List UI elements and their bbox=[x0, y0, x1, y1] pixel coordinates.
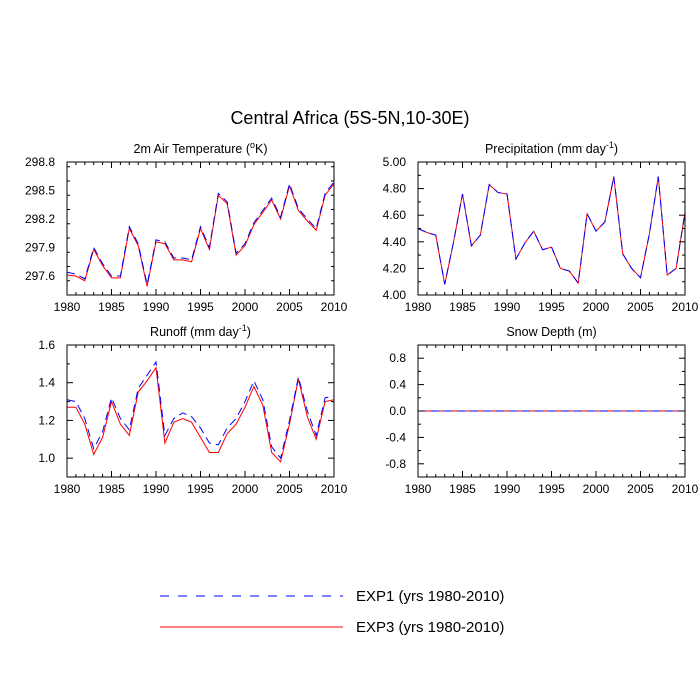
panel-title-suffix: K) bbox=[255, 142, 268, 156]
panel-title-suffix: ) bbox=[614, 142, 618, 156]
y-tick-label: 4.20 bbox=[383, 261, 407, 275]
y-tick-label: 297.9 bbox=[25, 241, 55, 255]
y-tick-label: 1.6 bbox=[38, 338, 55, 352]
x-tick-label: 1995 bbox=[538, 300, 565, 314]
y-tick-label: 1.0 bbox=[38, 451, 55, 465]
panel-runoff: Runoff (mm day-1) 1980 1985 1990 1995 2000 200… bbox=[38, 323, 347, 496]
x-tick-label: 1995 bbox=[538, 482, 565, 496]
series-line-exp3 bbox=[418, 176, 685, 285]
y-tick-label: 0.8 bbox=[389, 351, 406, 365]
legend-label-exp3: EXP3 (yrs 1980-2010) bbox=[356, 619, 504, 636]
legend: EXP1 (yrs 1980-2010) EXP3 (yrs 1980-2010… bbox=[160, 588, 504, 636]
x-tick-label: 1980 bbox=[54, 300, 81, 314]
x-tick-label: 2000 bbox=[232, 300, 259, 314]
x-tick-label: 1980 bbox=[405, 300, 432, 314]
x-tick-label: 2010 bbox=[321, 482, 348, 496]
y-tick-label: 4.60 bbox=[383, 208, 407, 222]
y-tick-label: 0.0 bbox=[389, 404, 406, 418]
x-tick-label: 2010 bbox=[321, 300, 348, 314]
panel-title-main: Runoff (mm day bbox=[150, 325, 239, 339]
series-line-exp3 bbox=[67, 366, 334, 463]
x-tick-label: 2010 bbox=[672, 300, 699, 314]
x-tick-label: 1990 bbox=[143, 482, 170, 496]
series-line-exp1 bbox=[67, 181, 334, 285]
y-tick-label: 1.4 bbox=[38, 376, 55, 390]
panel-title: Snow Depth (m) bbox=[506, 325, 596, 339]
figure-title: Central Africa (5S-5N,10-30E) bbox=[230, 108, 469, 128]
panel-title-main: Precipitation (mm day bbox=[485, 142, 607, 156]
x-tick-label: 1985 bbox=[98, 300, 125, 314]
panel-title-suffix: ) bbox=[247, 325, 251, 339]
x-tick-label: 2010 bbox=[672, 482, 699, 496]
x-tick-label: 2005 bbox=[627, 300, 654, 314]
y-tick-label: 1.2 bbox=[38, 413, 55, 427]
x-tick-label: 1985 bbox=[449, 300, 476, 314]
x-tick-label: 2000 bbox=[583, 300, 610, 314]
panel-title-superscript: o bbox=[250, 140, 255, 150]
x-tick-label: 1985 bbox=[98, 482, 125, 496]
x-tick-label: 2000 bbox=[232, 482, 259, 496]
panel-title: Runoff (mm day-1) bbox=[150, 323, 251, 339]
x-tick-label: 2005 bbox=[276, 482, 303, 496]
legend-label-exp1: EXP1 (yrs 1980-2010) bbox=[356, 588, 504, 605]
series-group bbox=[67, 360, 334, 463]
series-line-exp1 bbox=[418, 176, 685, 285]
plot-frame bbox=[417, 161, 686, 296]
panel-snow-depth: Snow Depth (m) 1980 1985 1990 1995 2000 2005 20… bbox=[385, 325, 698, 496]
y-tick-label: 298.2 bbox=[25, 212, 55, 226]
x-tick-label: 1980 bbox=[54, 482, 81, 496]
panel-title: 2m Air Temperature (oK) bbox=[134, 140, 268, 156]
y-tick-label: 298.8 bbox=[25, 155, 55, 169]
y-tick-label: 0.4 bbox=[389, 378, 406, 392]
x-tick-label: 1990 bbox=[494, 300, 521, 314]
panel-title-main: Snow Depth (m) bbox=[506, 325, 596, 339]
y-tick-label: 297.6 bbox=[25, 269, 55, 283]
y-tick-label: -0.4 bbox=[385, 430, 406, 444]
panel-precipitation: Precipitation (mm day-1) 1980 1985 1990 1995… bbox=[383, 140, 699, 314]
plot-frame bbox=[66, 344, 335, 478]
series-group bbox=[418, 176, 685, 285]
x-tick-label: 1995 bbox=[187, 300, 214, 314]
panel-title: Precipitation (mm day-1) bbox=[485, 140, 618, 156]
panel-title-superscript: -1 bbox=[239, 323, 247, 333]
y-tick-label: 4.00 bbox=[383, 288, 407, 302]
x-tick-label: 1990 bbox=[143, 300, 170, 314]
x-tick-label: 2005 bbox=[627, 482, 654, 496]
series-line-exp3 bbox=[67, 183, 334, 287]
panel-title-main: 2m Air Temperature ( bbox=[134, 142, 251, 156]
y-tick-label: 298.5 bbox=[25, 184, 55, 198]
y-tick-label: 4.80 bbox=[383, 182, 407, 196]
y-tick-label: 5.00 bbox=[383, 155, 407, 169]
y-tick-label: -0.8 bbox=[385, 457, 406, 471]
panel-air-temperature: 2m Air Temperature (oK) 1980 1985 1990 1995 2… bbox=[25, 140, 348, 314]
series-group bbox=[67, 181, 334, 287]
y-tick-label: 4.40 bbox=[383, 235, 407, 249]
x-tick-label: 1985 bbox=[449, 482, 476, 496]
panel-title-superscript: -1 bbox=[606, 140, 614, 150]
x-tick-label: 2005 bbox=[276, 300, 303, 314]
x-tick-label: 1980 bbox=[405, 482, 432, 496]
series-line-exp1 bbox=[67, 360, 334, 460]
x-tick-label: 1995 bbox=[187, 482, 214, 496]
x-tick-label: 1990 bbox=[494, 482, 521, 496]
x-tick-label: 2000 bbox=[583, 482, 610, 496]
